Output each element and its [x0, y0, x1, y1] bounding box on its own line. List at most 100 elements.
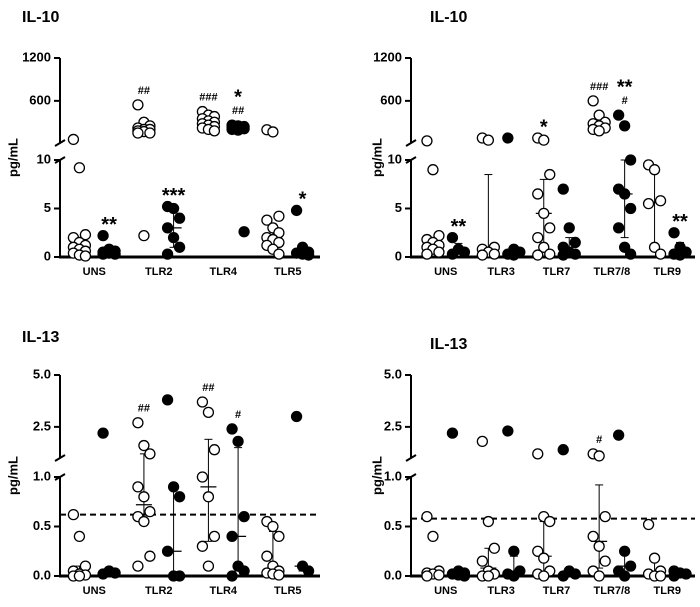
data-point	[109, 248, 121, 260]
data-point	[476, 555, 489, 567]
data-point	[161, 248, 174, 260]
data-point	[202, 491, 215, 503]
data-point	[202, 560, 215, 572]
y-tick-label: 5.0	[384, 366, 402, 381]
x-tick-label: TLR4	[210, 266, 238, 278]
significance-label: #	[622, 95, 628, 107]
y-tick-label: 1.0	[33, 468, 51, 483]
axis-break	[54, 156, 66, 164]
data-point	[132, 99, 144, 111]
data-point	[132, 481, 144, 493]
data-point	[196, 540, 209, 552]
y-tick-label: 5	[395, 200, 402, 215]
data-point	[599, 555, 611, 567]
data-point	[538, 552, 550, 564]
data-point	[421, 570, 433, 582]
data-point	[79, 229, 92, 241]
data-point	[290, 410, 303, 423]
x-tick-label: TLR9	[654, 266, 682, 278]
x-tick-label: TLR7/8	[594, 585, 631, 597]
data-point	[67, 508, 80, 521]
data-point	[196, 471, 209, 483]
data-point	[302, 565, 315, 577]
y-tick-label: 0	[395, 248, 402, 263]
significance-label: ***	[162, 185, 186, 207]
y-tick-label: 0.0	[33, 567, 51, 582]
significance-label: #	[235, 409, 241, 421]
data-point	[618, 120, 631, 132]
data-point	[624, 202, 637, 215]
data-point	[427, 530, 439, 543]
data-point	[273, 248, 285, 260]
data-point	[226, 530, 238, 543]
data-point	[273, 530, 285, 543]
data-point	[557, 444, 569, 456]
y-tick-label: 1200	[22, 49, 51, 64]
data-point	[138, 491, 150, 503]
data-point	[538, 570, 550, 582]
data-point	[261, 214, 273, 226]
data-point	[587, 530, 599, 543]
data-point	[167, 231, 180, 244]
data-point	[612, 222, 625, 234]
data-point	[612, 109, 625, 121]
data-point	[302, 249, 315, 261]
data-point	[587, 95, 599, 107]
data-point	[73, 570, 86, 582]
data-point	[624, 248, 637, 260]
significance-label: ##	[202, 382, 214, 394]
data-point	[642, 518, 655, 531]
significance-label: ##	[138, 403, 150, 415]
data-point	[624, 560, 637, 572]
data-point	[79, 250, 92, 262]
data-point	[433, 569, 445, 581]
data-point	[476, 249, 489, 261]
data-point	[532, 448, 544, 460]
data-point	[544, 248, 556, 260]
data-point	[109, 567, 121, 579]
x-tick-label: TLR2	[145, 585, 173, 597]
data-point	[680, 568, 692, 580]
data-point	[132, 127, 144, 139]
data-point	[648, 552, 661, 564]
y-tick-label: 2.5	[33, 418, 51, 433]
data-point	[173, 491, 186, 503]
data-point	[232, 435, 244, 448]
axis-break	[405, 473, 417, 481]
chart-title: IL-13	[22, 329, 59, 346]
axis-break	[405, 139, 417, 147]
data-point	[446, 231, 459, 244]
data-point	[144, 127, 156, 139]
data-point	[161, 394, 174, 406]
x-tick-label: TLR3	[487, 266, 515, 278]
data-point	[544, 168, 556, 181]
x-tick-label: TLR4	[210, 585, 238, 597]
data-point	[202, 406, 215, 419]
y-tick-label: 1200	[373, 49, 402, 64]
data-point	[208, 125, 221, 137]
data-point	[226, 423, 238, 435]
significance-label: ##	[232, 105, 244, 117]
data-point	[557, 570, 569, 582]
y-tick-label: 10	[37, 151, 51, 166]
data-point	[173, 212, 186, 224]
data-point	[654, 248, 667, 260]
data-point	[557, 249, 569, 261]
data-point	[618, 570, 631, 582]
data-point	[232, 124, 244, 136]
data-point	[569, 236, 581, 249]
y-tick-label: 10	[388, 151, 402, 166]
data-point	[446, 427, 459, 439]
significance-label: **	[617, 76, 633, 98]
data-point	[421, 510, 433, 523]
data-point	[593, 570, 605, 582]
axis-break	[405, 454, 417, 462]
y-tick-label: 0.0	[384, 567, 402, 582]
data-point	[73, 162, 86, 174]
significance-label: #	[596, 434, 602, 446]
x-tick-label: TLR7	[543, 585, 571, 597]
x-tick-label: TLR2	[145, 266, 173, 278]
data-point	[508, 545, 520, 557]
data-point	[161, 545, 174, 557]
chart-title: IL-10	[22, 9, 59, 26]
